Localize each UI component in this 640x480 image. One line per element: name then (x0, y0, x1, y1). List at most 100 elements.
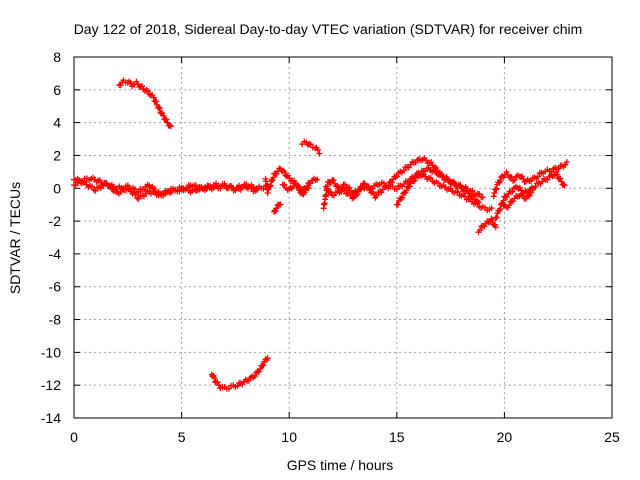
data-point (273, 171, 280, 178)
y-tick-label: -4 (49, 246, 62, 262)
data-point (88, 183, 95, 190)
data-point (511, 176, 518, 183)
data-point (394, 201, 401, 208)
data-point (561, 182, 568, 189)
data-point (307, 141, 314, 148)
y-tick-label: 6 (53, 82, 61, 98)
data-point (492, 224, 499, 231)
data-point (427, 175, 434, 182)
data-point (270, 174, 277, 181)
data-point (301, 189, 308, 196)
data-point (250, 374, 257, 381)
data-point (342, 181, 349, 188)
data-point (126, 185, 133, 192)
data-point (435, 179, 442, 186)
data-point (399, 194, 406, 201)
chart-title: Day 122 of 2018, Sidereal Day-to-day VTE… (74, 21, 583, 37)
data-point (398, 195, 405, 202)
data-point (251, 373, 258, 380)
data-point (532, 183, 539, 190)
data-point (497, 178, 504, 185)
data-point (215, 382, 222, 389)
data-point (153, 98, 160, 105)
data-point (135, 195, 142, 202)
data-point (551, 172, 558, 179)
data-point (411, 177, 418, 184)
y-tick-label: -2 (49, 213, 62, 229)
data-point (92, 187, 99, 194)
data-point (267, 182, 274, 189)
grid (74, 57, 612, 418)
data-point (365, 183, 372, 190)
data-point (526, 192, 533, 199)
data-point (534, 173, 541, 180)
data-point (488, 205, 495, 212)
y-tick-label: 4 (53, 115, 61, 131)
data-point (144, 87, 151, 94)
y-tick-label: -6 (49, 279, 62, 295)
data-point (257, 365, 264, 372)
x-tick-label: 0 (70, 429, 78, 445)
data-point (528, 189, 535, 196)
data-point (560, 181, 567, 188)
data-point (493, 185, 500, 192)
x-axis-label: GPS time / hours (287, 457, 394, 473)
data-point (354, 191, 361, 198)
data-point (117, 82, 124, 89)
data-point (260, 362, 267, 369)
data-point (214, 379, 221, 386)
data-point (428, 159, 435, 166)
data-point (314, 176, 321, 183)
data-point (373, 192, 380, 199)
data-point (273, 205, 280, 212)
data-point (281, 168, 288, 175)
data-point (503, 169, 510, 176)
data-point (458, 184, 465, 191)
data-point (143, 86, 150, 93)
data-point (286, 175, 293, 182)
data-point (361, 180, 368, 187)
data-point (346, 184, 353, 191)
data-point (492, 186, 499, 193)
data-point (469, 193, 476, 200)
data-point (491, 190, 498, 197)
data-point (132, 191, 139, 198)
data-point (489, 216, 496, 223)
data-point (126, 78, 133, 85)
data-point (493, 214, 500, 221)
data-point (475, 199, 482, 206)
data-point (403, 187, 410, 194)
data-point (461, 193, 468, 200)
data-point (497, 206, 504, 213)
data-point (146, 91, 153, 98)
data-point (281, 181, 288, 188)
data-point (414, 172, 421, 179)
data-point (166, 122, 173, 129)
data-point (211, 374, 218, 381)
data-point (280, 167, 287, 174)
data-point (529, 187, 536, 194)
data-point (292, 180, 299, 187)
x-tick-label: 5 (178, 429, 186, 445)
axis-ticks: 0 5 10 15 20 25 -14 -12 -10 -8 -6 -4 -2 0 2 4 6 8 (41, 49, 620, 445)
y-tick-label: 0 (53, 180, 61, 196)
data-point (324, 186, 331, 193)
data-point (479, 194, 486, 201)
data-point (522, 195, 529, 202)
x-tick-label: 15 (389, 429, 405, 445)
data-point (410, 178, 417, 185)
data-point (167, 123, 174, 130)
y-tick-label: -8 (49, 312, 62, 328)
x-tick-label: 25 (604, 429, 620, 445)
data-point (316, 150, 323, 157)
y-tick-label: -12 (41, 377, 61, 393)
data-point (295, 183, 302, 190)
data-point (451, 180, 458, 187)
data-point (393, 173, 400, 180)
data-point (277, 201, 284, 208)
data-point (406, 183, 413, 190)
data-point (338, 188, 345, 195)
data-point (140, 186, 147, 193)
data-point (139, 83, 146, 90)
